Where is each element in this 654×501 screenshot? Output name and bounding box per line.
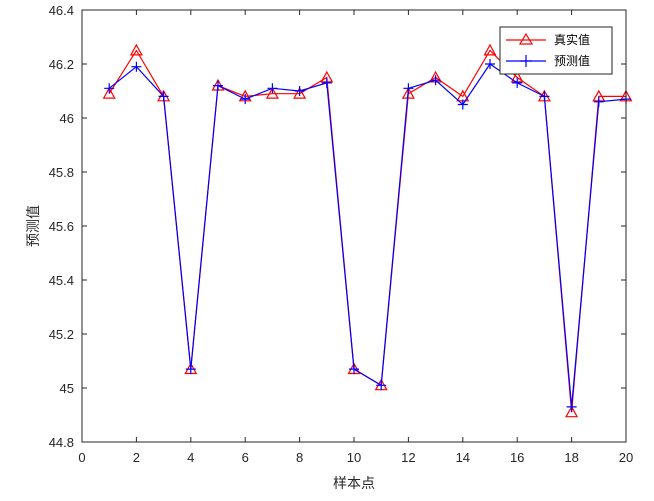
y-tick-label: 44.8 xyxy=(49,435,74,450)
legend-triangle-marker-icon xyxy=(518,32,534,45)
series-2-point xyxy=(294,86,305,96)
series-2-point xyxy=(267,83,278,94)
series-2-point xyxy=(240,94,251,105)
series-layer xyxy=(102,43,633,418)
x-tick-label: 6 xyxy=(242,450,249,465)
series-2-point xyxy=(457,99,468,110)
legend: 真实值 预测值 xyxy=(499,26,613,75)
series-1-point xyxy=(293,86,307,99)
series-2-point xyxy=(158,91,169,102)
series-1-point xyxy=(483,43,497,56)
series-2-point xyxy=(376,380,387,391)
x-tick-label: 12 xyxy=(401,450,415,465)
series-1-point xyxy=(265,86,279,99)
series-2-point xyxy=(349,364,359,375)
series-2-point xyxy=(185,364,196,375)
series-1-point xyxy=(102,86,116,99)
series-2-point xyxy=(213,80,223,91)
series-2-point xyxy=(593,96,604,107)
legend-label-series-2: 预测值 xyxy=(554,53,590,68)
x-tick-label: 10 xyxy=(347,450,361,465)
legend-label-series-1: 真实值 xyxy=(554,32,590,47)
x-tick-label: 2 xyxy=(133,450,140,465)
x-tick-label: 8 xyxy=(296,450,303,465)
y-tick-label: 45 xyxy=(60,381,74,396)
x-tick-label: 18 xyxy=(564,450,578,465)
series-2-point xyxy=(485,59,495,69)
y-axis: 44.8 45 45.2 45.4 45.6 45.8 46 46.2 46.4 xyxy=(49,3,626,450)
series-1-point xyxy=(129,43,143,56)
x-tick-label: 14 xyxy=(456,450,470,465)
series-2-point xyxy=(566,401,577,412)
y-axis-label: 预测值 xyxy=(26,205,42,247)
y-tick-label: 46 xyxy=(60,111,74,126)
series-2-point xyxy=(321,77,332,88)
x-axis: 0 2 4 6 8 10 12 14 16 18 20 xyxy=(78,10,633,465)
series-2-point xyxy=(512,77,523,88)
y-tick-label: 46.4 xyxy=(49,3,74,18)
x-axis-label: 样本点 xyxy=(333,476,375,492)
legend-box xyxy=(499,26,613,75)
legend-item-series-1: 真实值 xyxy=(506,32,590,47)
series-line-2 xyxy=(108,63,627,407)
y-tick-label: 45.6 xyxy=(49,219,74,234)
x-tick-label: 4 xyxy=(187,450,194,465)
y-tick-label: 46.2 xyxy=(49,57,74,72)
x-tick-label: 20 xyxy=(619,450,633,465)
y-tick-label: 45.8 xyxy=(49,165,74,180)
series-1-point xyxy=(401,86,415,99)
series-2-point xyxy=(539,91,550,102)
series-2-point xyxy=(430,75,441,86)
y-tick-label: 45.2 xyxy=(49,327,74,342)
series-2-point xyxy=(131,61,142,72)
legend-item-series-2: 预测值 xyxy=(506,53,590,68)
x-tick-label: 0 xyxy=(78,450,85,465)
x-tick-label: 16 xyxy=(510,450,524,465)
series-2-point xyxy=(403,83,414,94)
y-tick-label: 45.4 xyxy=(49,273,74,288)
series-1-point xyxy=(565,405,579,418)
plot-area xyxy=(82,10,626,442)
legend-plus-marker-icon xyxy=(520,55,532,67)
series-2-point xyxy=(104,83,115,94)
